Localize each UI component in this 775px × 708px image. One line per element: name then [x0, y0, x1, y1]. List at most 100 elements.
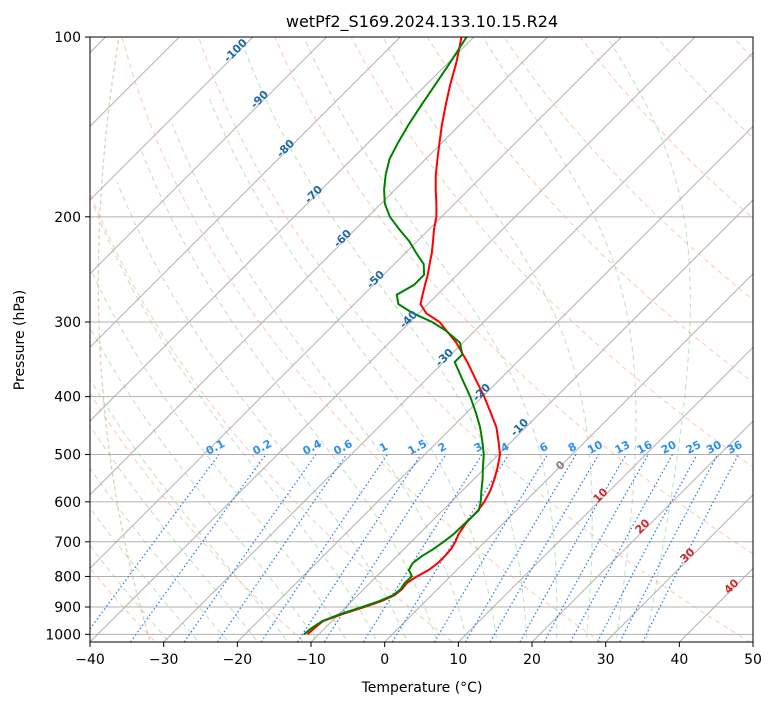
x-axis-title: Temperature (°C) — [361, 680, 483, 696]
y-axis: 100 200 300 400 500 600 700 800 900 1000 — [45, 30, 90, 643]
dry-adiabat-label: 10 — [591, 485, 611, 505]
moist-adiabat — [303, 37, 558, 642]
mixing-ratio-label: 36 — [725, 438, 745, 457]
mixing-ratio-line — [619, 454, 719, 642]
x-tick-label: 30 — [597, 652, 615, 668]
moist-adiabat — [90, 267, 348, 642]
moist-adiabat — [482, 37, 637, 642]
isotherm-label: -80 — [274, 137, 297, 160]
mixing-ratio-line — [596, 454, 698, 642]
mixing-ratio-line — [183, 454, 317, 642]
isotherm-label: -40 — [397, 308, 420, 331]
isotherm-gridline — [457, 346, 753, 642]
isotherm-label: -100 — [221, 36, 250, 65]
isotherm-gridline — [90, 37, 549, 496]
dry-adiabat — [274, 37, 753, 555]
mixing-ratio-label: 8 — [566, 440, 579, 455]
y-axis-title: Pressure (hPa) — [12, 290, 28, 390]
isotherm-label: -70 — [302, 183, 325, 206]
mixing-ratio-label: 30 — [704, 438, 724, 457]
background-lines — [90, 37, 753, 642]
moist-adiabat — [116, 182, 408, 642]
isotherm-gridline — [90, 37, 622, 570]
x-tick-label: 10 — [449, 652, 467, 668]
dry-adiabat — [426, 37, 753, 383]
isotherm-gridline — [236, 125, 753, 642]
isotherm-label: -60 — [331, 227, 354, 250]
chart-title: wetPf2_S169.2024.133.10.15.R24 — [286, 12, 558, 32]
isotherm-gridline — [90, 37, 328, 275]
y-tick-label: 500 — [54, 448, 81, 464]
isotherm-gridline — [90, 37, 475, 422]
reference-curve — [97, 37, 152, 642]
isotherm-label: -90 — [248, 88, 271, 111]
dry-adiabat-label: 20 — [633, 516, 653, 536]
mixing-ratio-label: 10 — [585, 438, 605, 457]
isotherm-gridline — [90, 37, 254, 201]
mixing-ratio-line — [433, 454, 549, 642]
y-tick-label: 900 — [54, 600, 81, 616]
y-tick-label: 700 — [54, 535, 81, 551]
isotherm-gridline — [163, 51, 753, 642]
x-tick-label: 0 — [380, 652, 389, 668]
dry-adiabat — [90, 392, 305, 642]
dry-adiabat — [90, 567, 157, 642]
mixing-ratio-label: 6 — [537, 440, 550, 455]
y-tick-label: 300 — [54, 315, 81, 331]
mixing-ratio-line — [216, 454, 348, 642]
dry-adiabat — [121, 37, 603, 642]
moist-adiabat — [92, 203, 378, 642]
isotherm-gridline — [310, 199, 753, 642]
plot-frame — [89, 36, 754, 643]
moist-adiabat — [171, 124, 468, 642]
x-tick-label: 50 — [744, 652, 762, 668]
dewpoint-line — [303, 37, 485, 636]
mixing-ratio-label: 20 — [659, 438, 679, 457]
mixing-ratio-line — [296, 454, 422, 642]
isotherm-gridline — [90, 37, 401, 349]
isotherm-gridline — [752, 641, 753, 642]
line-labels: 0.1 0.2 0.4 0.6 1 1.5 2 3 4 6 8 10 13 16 20 25 30 36-100-… — [204, 36, 745, 597]
isotherm-label: -30 — [433, 346, 456, 369]
isotherm-label: -50 — [364, 268, 387, 291]
y-tick-label: 400 — [54, 390, 81, 406]
dry-adiabat — [732, 37, 753, 59]
x-tick-label: −40 — [75, 652, 105, 668]
moist-adiabat — [90, 507, 200, 642]
y-tick-label: 1000 — [45, 627, 81, 643]
isotherm-label: -20 — [470, 381, 493, 404]
dry-adiabat — [350, 37, 753, 468]
moist-adiabat — [207, 94, 498, 642]
dry-adiabat-label: 40 — [722, 576, 742, 596]
x-tick-label: −10 — [296, 652, 326, 668]
mixing-ratio-label: 16 — [635, 438, 655, 457]
x-tick-label: −30 — [149, 652, 179, 668]
mixing-ratio-line — [260, 454, 388, 642]
dry-adiabat-label: 30 — [678, 545, 698, 565]
isotherm-gridline — [384, 272, 753, 642]
series-layer — [303, 37, 502, 636]
moist-adiabat — [140, 150, 438, 642]
y-tick-label: 100 — [54, 30, 81, 46]
isotherm-gridline — [90, 37, 696, 642]
mixing-ratio-label: 13 — [613, 438, 633, 457]
mixing-ratio-line — [489, 454, 600, 642]
dry-adiabat — [198, 37, 751, 642]
y-tick-label: 800 — [54, 569, 81, 585]
dry-adiabat — [90, 191, 454, 642]
dry-adiabat — [656, 37, 753, 139]
mixing-ratio-line — [569, 454, 673, 642]
mixing-ratio-label: 1 — [377, 440, 390, 455]
y-tick-label: 200 — [54, 210, 81, 226]
x-axis: −40 −30 −20 −10 0 10 20 30 40 50 — [75, 642, 762, 668]
temperature-line — [306, 37, 502, 636]
x-tick-label: −20 — [223, 652, 253, 668]
isotherm-gridline — [605, 493, 753, 642]
moist-adiabat — [244, 49, 528, 642]
mixing-ratio-line — [130, 454, 267, 642]
isotherm-gridline — [531, 420, 753, 642]
mixing-ratio-line — [362, 454, 483, 642]
y-tick-label: 600 — [54, 495, 81, 511]
moist-adiabat — [90, 424, 259, 642]
